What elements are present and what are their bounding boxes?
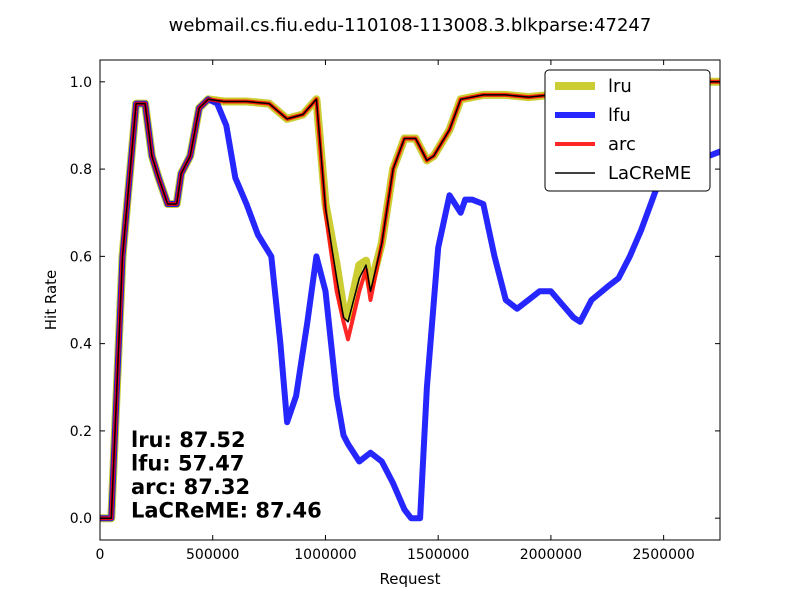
legend-label-lacreme: LaCReME	[608, 163, 691, 184]
summary-annotation: lfu: 57.47	[131, 452, 244, 476]
chart-title: webmail.cs.fiu.edu-110108-113008.3.blkpa…	[169, 15, 652, 36]
x-tick-label: 2500000	[632, 547, 694, 563]
legend-box	[544, 69, 711, 192]
y-axis-label: Hit Rate	[42, 270, 60, 331]
legend: lru lfu arc LaCReME	[544, 69, 711, 192]
axis-ticks: 0 500000 1000000 1500000 2000000 2500000 0.0 0.…	[70, 60, 720, 563]
summary-annotation: LaCReME: 87.46	[131, 499, 322, 523]
y-tick-label: 0.4	[70, 337, 92, 353]
y-tick-label: 1.0	[70, 75, 92, 91]
x-tick-label: 2000000	[520, 547, 582, 563]
y-tick-label: 0.0	[70, 511, 92, 527]
x-tick-label: 1000000	[294, 547, 356, 563]
plot-frame	[99, 59, 721, 541]
legend-label-lru: lru	[608, 76, 632, 97]
x-tick-label: 1500000	[407, 547, 469, 563]
y-tick-label: 0.6	[70, 249, 92, 265]
x-axis-label: Request	[380, 570, 441, 588]
x-tick-label: 500000	[186, 547, 239, 563]
y-tick-label: 0.2	[70, 424, 92, 440]
summary-annotation: lru: 87.52	[131, 428, 246, 452]
legend-label-arc: arc	[608, 134, 636, 155]
summary-annotation: arc: 87.32	[131, 475, 250, 499]
legend-label-lfu: lfu	[608, 105, 631, 126]
x-tick-label: 0	[96, 547, 105, 563]
y-tick-label: 0.8	[70, 162, 92, 178]
